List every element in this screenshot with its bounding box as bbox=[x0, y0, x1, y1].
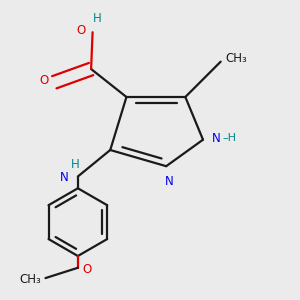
Text: O: O bbox=[82, 263, 92, 276]
Text: O: O bbox=[39, 74, 48, 87]
Text: N: N bbox=[165, 175, 173, 188]
Text: CH₃: CH₃ bbox=[225, 52, 247, 65]
Text: O: O bbox=[76, 24, 85, 37]
Text: H: H bbox=[93, 12, 101, 25]
Text: CH₃: CH₃ bbox=[19, 273, 41, 286]
Text: N: N bbox=[60, 172, 69, 184]
Text: N: N bbox=[212, 132, 220, 145]
Text: H: H bbox=[70, 158, 79, 171]
Text: –H: –H bbox=[222, 133, 236, 143]
